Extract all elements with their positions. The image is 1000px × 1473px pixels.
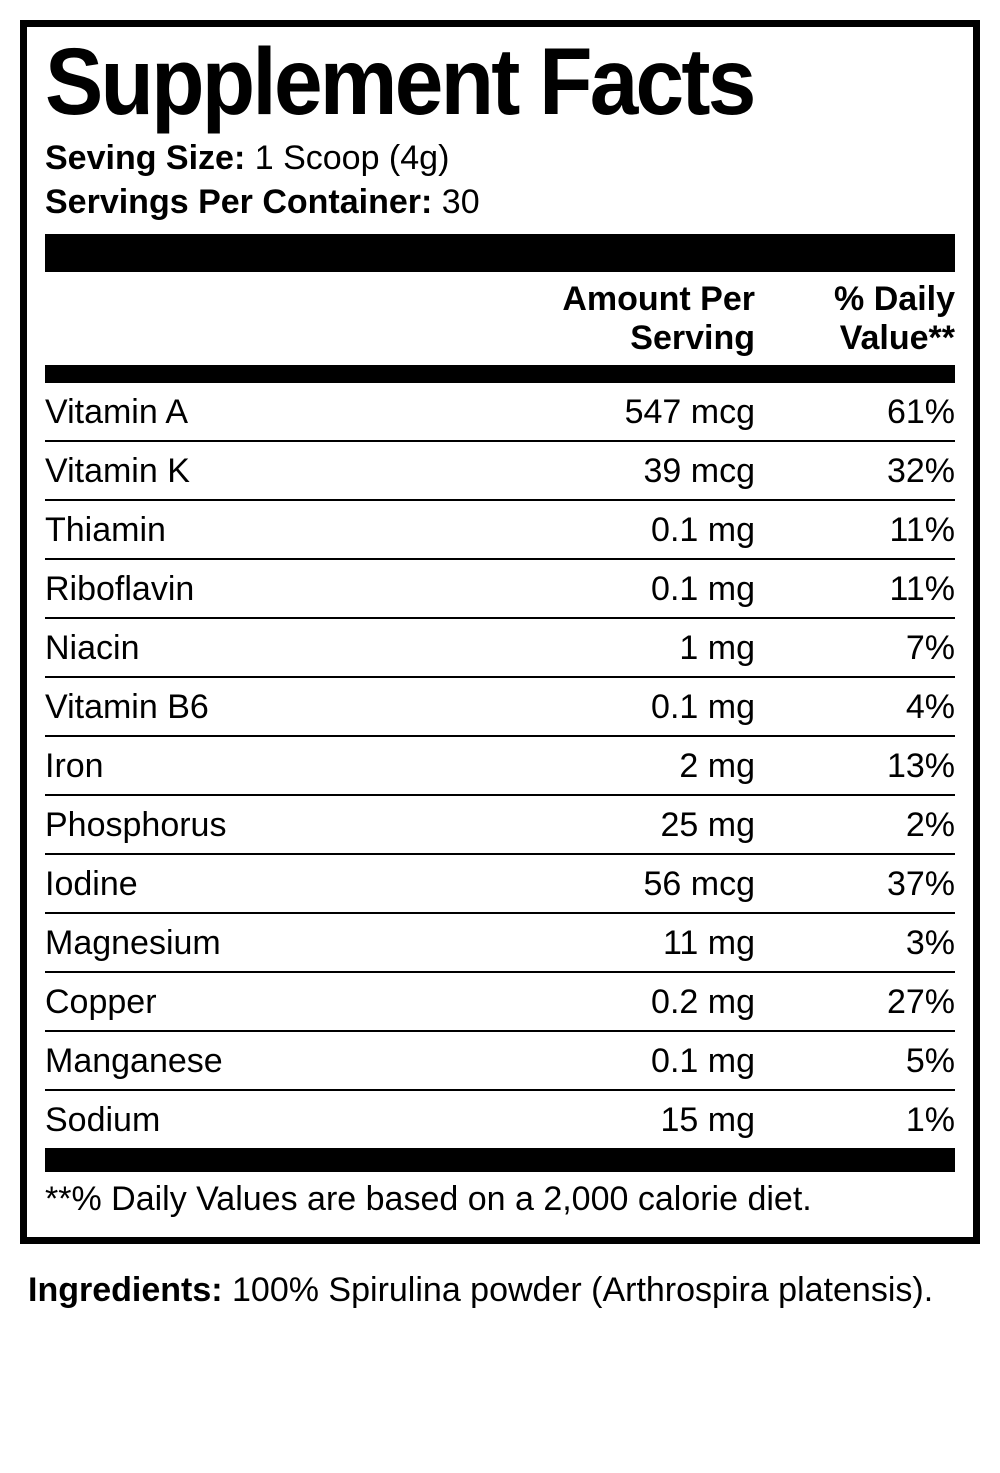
nutrient-name: Thiamin: [45, 511, 475, 550]
divider-bottom: [45, 1148, 955, 1172]
nutrient-name: Copper: [45, 983, 475, 1022]
header-dv: % Daily Value**: [755, 280, 955, 358]
ingredients-label: Ingredients:: [28, 1271, 223, 1309]
nutrient-amount: 11 mg: [475, 924, 755, 963]
nutrient-dv: 3%: [755, 924, 955, 963]
nutrient-amount: 547 mcg: [475, 393, 755, 432]
nutrient-name: Manganese: [45, 1042, 475, 1081]
nutrient-name: Iodine: [45, 865, 475, 904]
servings-per-container-label: Servings Per Container:: [45, 183, 432, 221]
nutrient-dv: 32%: [755, 452, 955, 491]
nutrient-dv: 5%: [755, 1042, 955, 1081]
nutrient-dv: 61%: [755, 393, 955, 432]
serving-size-label: Seving Size:: [45, 139, 245, 177]
nutrient-name: Vitamin A: [45, 393, 475, 432]
nutrient-name: Sodium: [45, 1101, 475, 1140]
nutrient-amount: 0.1 mg: [475, 1042, 755, 1081]
nutrient-dv: 7%: [755, 629, 955, 668]
nutrient-name: Vitamin B6: [45, 688, 475, 727]
serving-info: Seving Size: 1 Scoop (4g) Servings Per C…: [45, 136, 955, 224]
nutrient-row: Riboflavin0.1 mg11%: [45, 560, 955, 619]
nutrient-name: Iron: [45, 747, 475, 786]
nutrient-row: Thiamin0.1 mg11%: [45, 501, 955, 560]
nutrient-dv: 2%: [755, 806, 955, 845]
divider-thick: [45, 234, 955, 272]
ingredients-text: 100% Spirulina powder (Arthrospira plate…: [223, 1271, 934, 1309]
nutrient-amount: 0.1 mg: [475, 570, 755, 609]
panel-title: Supplement Facts: [45, 35, 882, 130]
nutrient-amount: 25 mg: [475, 806, 755, 845]
header-amount: Amount Per Serving: [475, 280, 755, 358]
nutrient-dv: 11%: [755, 511, 955, 550]
table-header: Amount Per Serving % Daily Value**: [45, 280, 955, 364]
nutrient-row: Manganese0.1 mg5%: [45, 1032, 955, 1091]
ingredients: Ingredients: 100% Spirulina powder (Arth…: [20, 1268, 980, 1312]
nutrient-row: Iron2 mg13%: [45, 737, 955, 796]
nutrient-dv: 13%: [755, 747, 955, 786]
nutrient-row: Niacin1 mg7%: [45, 619, 955, 678]
nutrient-row: Magnesium11 mg3%: [45, 914, 955, 973]
nutrient-row: Vitamin A547 mcg61%: [45, 383, 955, 442]
nutrient-amount: 1 mg: [475, 629, 755, 668]
servings-per-container-value: 30: [432, 183, 479, 221]
nutrient-dv: 37%: [755, 865, 955, 904]
nutrients-list: Vitamin A547 mcg61%Vitamin K39 mcg32%Thi…: [45, 383, 955, 1150]
nutrient-amount: 56 mcg: [475, 865, 755, 904]
nutrient-amount: 0.1 mg: [475, 688, 755, 727]
nutrient-name: Vitamin K: [45, 452, 475, 491]
nutrient-amount: 15 mg: [475, 1101, 755, 1140]
nutrient-dv: 11%: [755, 570, 955, 609]
supplement-facts-panel: Supplement Facts Seving Size: 1 Scoop (4…: [20, 20, 980, 1244]
nutrient-amount: 2 mg: [475, 747, 755, 786]
nutrient-row: Copper0.2 mg27%: [45, 973, 955, 1032]
nutrient-amount: 39 mcg: [475, 452, 755, 491]
nutrient-dv: 1%: [755, 1101, 955, 1140]
nutrient-amount: 0.1 mg: [475, 511, 755, 550]
nutrient-name: Riboflavin: [45, 570, 475, 609]
nutrient-name: Niacin: [45, 629, 475, 668]
nutrient-dv: 4%: [755, 688, 955, 727]
nutrient-row: Phosphorus25 mg2%: [45, 796, 955, 855]
nutrient-amount: 0.2 mg: [475, 983, 755, 1022]
nutrient-dv: 27%: [755, 983, 955, 1022]
nutrient-row: Vitamin B60.1 mg4%: [45, 678, 955, 737]
serving-size-value: 1 Scoop (4g): [245, 139, 449, 177]
footnote: **% Daily Values are based on a 2,000 ca…: [45, 1172, 955, 1219]
nutrient-name: Phosphorus: [45, 806, 475, 845]
nutrient-row: Iodine56 mcg37%: [45, 855, 955, 914]
nutrient-row: Vitamin K39 mcg32%: [45, 442, 955, 501]
nutrient-name: Magnesium: [45, 924, 475, 963]
divider-mid: [45, 365, 955, 383]
nutrient-row: Sodium15 mg1%: [45, 1091, 955, 1150]
